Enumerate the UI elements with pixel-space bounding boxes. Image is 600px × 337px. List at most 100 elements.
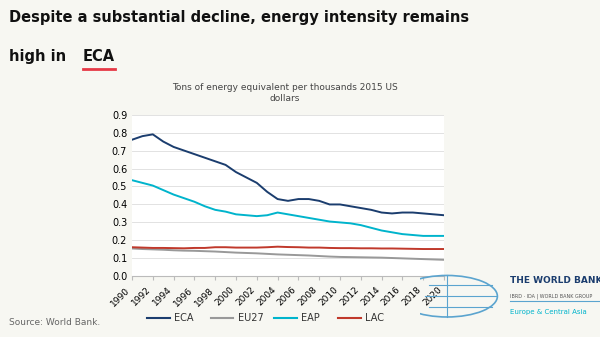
ECA [316, 199, 323, 203]
EAP [284, 212, 292, 216]
ECA [399, 211, 406, 215]
ECA [368, 208, 375, 212]
EAP [191, 200, 198, 204]
Text: ECA: ECA [174, 313, 193, 324]
Text: Despite a substantial decline, energy intensity remains: Despite a substantial decline, energy in… [9, 10, 469, 25]
Text: ECA: ECA [83, 49, 115, 64]
ECA [440, 213, 448, 217]
Text: Tons of energy equivalent per thousands 2015 US
dollars: Tons of energy equivalent per thousands … [172, 83, 398, 103]
Text: EAP: EAP [301, 313, 320, 324]
Line: EU27: EU27 [132, 248, 444, 260]
EAP [388, 230, 395, 234]
ECA [295, 197, 302, 201]
ECA [160, 140, 167, 144]
Line: EAP: EAP [132, 180, 444, 236]
EAP [263, 213, 271, 217]
Text: LAC: LAC [365, 313, 384, 324]
ECA [409, 211, 416, 215]
LAC [201, 246, 208, 250]
LAC [253, 246, 260, 250]
ECA [430, 212, 437, 216]
EU27 [388, 256, 395, 260]
EU27 [409, 257, 416, 261]
ECA [149, 132, 157, 136]
EU27 [232, 251, 239, 255]
ECA [305, 197, 313, 201]
EAP [295, 214, 302, 218]
EU27 [326, 254, 333, 258]
EAP [139, 181, 146, 185]
EAP [419, 234, 427, 238]
EU27 [253, 251, 260, 255]
ECA [274, 197, 281, 201]
Line: LAC: LAC [132, 247, 444, 249]
EAP [378, 228, 385, 233]
EAP [222, 210, 229, 214]
LAC [222, 245, 229, 249]
EU27 [274, 252, 281, 256]
ECA [128, 138, 136, 142]
Text: Source: World Bank.: Source: World Bank. [9, 318, 100, 327]
LAC [149, 246, 157, 250]
EU27 [284, 253, 292, 257]
LAC [212, 245, 219, 249]
EAP [253, 214, 260, 218]
EU27 [337, 255, 344, 259]
ECA [170, 145, 177, 149]
EU27 [347, 255, 354, 259]
ECA [378, 211, 385, 215]
LAC [232, 246, 239, 250]
LAC [295, 245, 302, 249]
EU27 [181, 249, 188, 253]
EAP [170, 192, 177, 196]
EU27 [149, 247, 157, 251]
EU27 [378, 256, 385, 260]
Text: Europe & Central Asia: Europe & Central Asia [510, 309, 587, 315]
Line: ECA: ECA [132, 134, 444, 215]
ECA [181, 149, 188, 153]
EU27 [222, 250, 229, 254]
EU27 [139, 247, 146, 251]
EAP [212, 208, 219, 212]
EAP [201, 204, 208, 208]
LAC [409, 247, 416, 251]
EU27 [160, 248, 167, 252]
LAC [128, 245, 136, 249]
ECA [263, 190, 271, 194]
ECA [326, 203, 333, 207]
EU27 [368, 255, 375, 259]
Text: IBRD · IDA | WORLD BANK GROUP: IBRD · IDA | WORLD BANK GROUP [510, 294, 592, 300]
EAP [326, 219, 333, 223]
LAC [326, 246, 333, 250]
EAP [128, 178, 136, 182]
LAC [243, 246, 250, 250]
ECA [243, 176, 250, 180]
EAP [430, 234, 437, 238]
Text: THE WORLD BANK: THE WORLD BANK [510, 276, 600, 285]
LAC [440, 247, 448, 251]
ECA [419, 211, 427, 215]
ECA [347, 204, 354, 208]
EAP [243, 213, 250, 217]
EU27 [170, 248, 177, 252]
LAC [181, 246, 188, 250]
EU27 [440, 258, 448, 262]
ECA [357, 206, 364, 210]
Text: high in: high in [9, 49, 71, 64]
EU27 [399, 256, 406, 261]
EU27 [305, 253, 313, 257]
EU27 [128, 246, 136, 250]
EAP [357, 223, 364, 227]
ECA [222, 163, 229, 167]
EAP [440, 234, 448, 238]
EAP [149, 184, 157, 188]
LAC [347, 246, 354, 250]
EAP [305, 216, 313, 220]
LAC [378, 246, 385, 250]
EAP [316, 218, 323, 222]
EAP [347, 221, 354, 225]
ECA [191, 152, 198, 156]
EU27 [419, 257, 427, 261]
ECA [212, 159, 219, 163]
LAC [368, 246, 375, 250]
